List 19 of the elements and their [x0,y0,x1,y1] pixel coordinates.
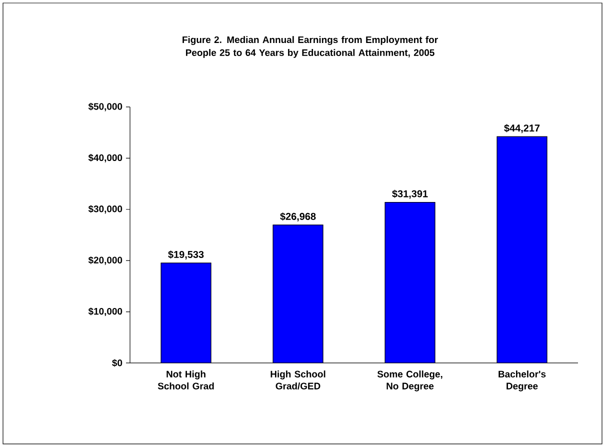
y-tick-label: $50,000 [88,102,122,112]
y-tick-label: $40,000 [88,154,122,162]
data-label: $26,968 [280,212,316,222]
y-tick-label: $20,000 [88,256,122,265]
data-label: $31,391 [392,190,428,199]
bar [496,136,548,363]
y-tick-label: $30,000 [88,205,122,214]
bar [385,202,436,363]
y-tick-label: $0 [112,359,122,367]
bar [273,224,324,363]
x-tick-label: High School Grad/GED [270,370,326,390]
data-label: $19,533 [168,250,204,260]
chart-title: Figure 2. Median Annual Earnings from Employment for People 25 to 64 Years by Educational Attainment, 2005 [182,36,438,58]
data-label: $44,217 [504,124,540,134]
x-tick-label: Some College, No Degree [377,370,442,392]
bar [161,262,212,363]
x-tick-label: Bachelor's Degree [498,370,546,392]
y-tick-label: $10,000 [88,308,122,316]
x-tick-label: Not High School Grad [158,370,214,390]
